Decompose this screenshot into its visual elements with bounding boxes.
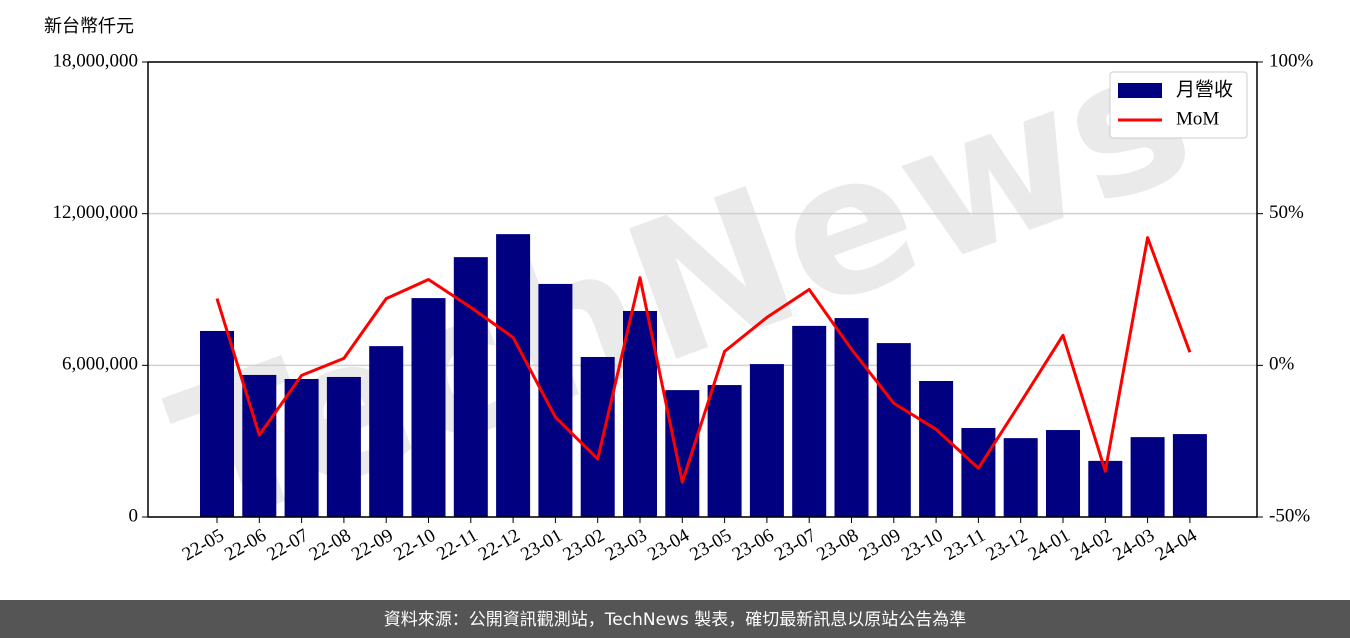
footer-band bbox=[0, 600, 1350, 638]
plot-frame bbox=[147, 61, 1258, 518]
y2-tick-label: 100% bbox=[1269, 50, 1314, 71]
bar bbox=[792, 325, 827, 517]
bar bbox=[961, 428, 996, 517]
bar bbox=[326, 376, 361, 517]
bar bbox=[411, 298, 446, 517]
bar bbox=[1130, 437, 1165, 517]
x-tick-label: 23-11 bbox=[941, 525, 989, 565]
y-tick-label: 12,000,000 bbox=[53, 202, 139, 223]
x-tick-label: 24-04 bbox=[1152, 525, 1201, 566]
legend-label: 月營收 bbox=[1176, 79, 1233, 101]
x-tick-label: 23-02 bbox=[559, 525, 608, 565]
bar bbox=[284, 378, 319, 517]
legend-swatch bbox=[1118, 83, 1162, 98]
bar bbox=[200, 330, 234, 517]
bar bbox=[369, 346, 404, 517]
x-tick-label: 23-06 bbox=[729, 525, 778, 565]
x-tick-label: 22-12 bbox=[475, 525, 524, 565]
x-tick-label: 22-11 bbox=[433, 525, 481, 565]
x-tick-label: 23-05 bbox=[686, 525, 735, 565]
y-tick-label: 6,000,000 bbox=[62, 354, 138, 375]
y2-tick-label: 0% bbox=[1269, 354, 1295, 375]
bar bbox=[538, 283, 573, 517]
bar bbox=[1003, 438, 1038, 517]
bar bbox=[580, 356, 615, 517]
x-tick-label: 23-03 bbox=[602, 525, 651, 565]
x-tick-label: 23-10 bbox=[898, 525, 947, 565]
x-tick-label: 23-07 bbox=[771, 525, 820, 565]
bar bbox=[623, 310, 657, 517]
x-tick-label: 22-09 bbox=[348, 525, 397, 565]
bar bbox=[919, 381, 954, 517]
y2-tick-label: -50% bbox=[1269, 505, 1310, 526]
bar bbox=[707, 385, 742, 517]
x-tick-label: 23-01 bbox=[517, 525, 566, 565]
y-tick-label: 18,000,000 bbox=[53, 50, 139, 71]
x-tick-label: 23-04 bbox=[644, 525, 693, 566]
bar bbox=[1046, 430, 1080, 517]
x-tick-label: 24-01 bbox=[1025, 525, 1074, 565]
x-tick-label: 22-10 bbox=[390, 525, 439, 565]
x-tick-label: 23-09 bbox=[856, 525, 905, 565]
bar bbox=[1172, 434, 1207, 517]
y2-tick-label: 50% bbox=[1269, 202, 1304, 223]
bar bbox=[749, 364, 784, 517]
x-tick-label: 24-03 bbox=[1109, 525, 1158, 565]
x-tick-label: 23-12 bbox=[982, 525, 1031, 565]
x-tick-label: 24-02 bbox=[1067, 525, 1116, 565]
bar bbox=[453, 257, 488, 517]
legend-label: MoM bbox=[1176, 108, 1219, 129]
bar bbox=[665, 390, 700, 517]
footer: 資料來源：公開資訊觀測站，TechNews 製表，確切最新訊息以原站公告為準 bbox=[384, 610, 966, 630]
bar bbox=[496, 234, 531, 517]
line bbox=[215, 236, 1192, 484]
bar bbox=[876, 343, 911, 517]
y-tick-label: 0 bbox=[129, 505, 139, 526]
x-tick-label: 23-08 bbox=[813, 525, 862, 565]
y-axis-label: 新台幣仟元 bbox=[44, 16, 134, 37]
